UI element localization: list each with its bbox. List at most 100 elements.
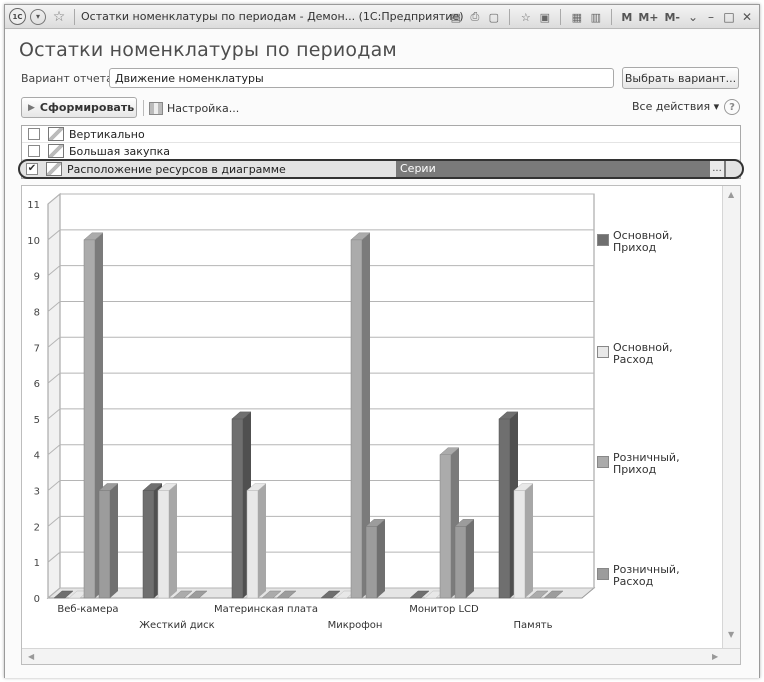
title-bar: 1С ▾ ☆ Остатки номенклатуры по периодам …	[5, 5, 759, 29]
bar-chart: 0 1 2 3 4 5 6 7 8 9 10 11 Веб-камера Жесткий дискМате…	[27, 192, 596, 631]
memory-plus-button[interactable]: M+	[638, 10, 659, 24]
variant-field[interactable]: Движение номенклатуры	[109, 68, 614, 88]
y-tick-label: 10	[27, 236, 40, 247]
settings-icon	[149, 101, 163, 115]
legend-swatch	[597, 234, 609, 246]
chart-bar	[365, 526, 378, 599]
chevron-down-icon[interactable]: ⌄	[687, 10, 699, 24]
x-tick-label: Память	[514, 620, 553, 631]
chart-gridline	[47, 229, 594, 241]
chart-gridline	[47, 408, 594, 420]
window-title: Остатки номенклатуры по периодам - Демон…	[81, 10, 464, 23]
chart-gridline	[47, 265, 594, 277]
report-window: 1С ▾ ☆ Остатки номенклатуры по периодам …	[4, 4, 760, 678]
1c-logo-icon[interactable]: 1С	[9, 8, 26, 25]
back-arrow-icon[interactable]: ▾	[30, 8, 46, 25]
settings-label: Настройка...	[167, 101, 240, 115]
chart-bar-top	[350, 232, 371, 241]
legend-item: Розничный, Расход	[597, 564, 713, 588]
chart-gridline	[47, 372, 594, 384]
chart-bar-top	[261, 590, 282, 599]
legend-item: Розничный, Приход	[597, 452, 713, 476]
x-tick-label: Веб-камера	[57, 604, 118, 615]
chart-bar-top	[439, 447, 460, 455]
calendar-icon[interactable]: ▥	[590, 10, 602, 24]
generate-report-button[interactable]: ▶ Сформировать	[21, 97, 137, 118]
chart-bar	[246, 490, 259, 599]
legend-swatch	[597, 456, 609, 468]
chart-bar-top	[187, 590, 208, 599]
list-item[interactable]: Вертикально	[22, 126, 740, 143]
chart-bar-top	[157, 483, 178, 491]
chart-bar-top	[53, 590, 74, 599]
chart-bar-top	[365, 519, 386, 527]
chart-bar	[157, 490, 170, 599]
play-icon: ▶	[28, 102, 35, 113]
calculator-icon[interactable]: ▦	[571, 10, 583, 24]
y-tick-label: 9	[34, 272, 40, 283]
scroll-up-icon[interactable]: ▲	[728, 190, 735, 199]
settings-button[interactable]: Настройка...	[149, 98, 239, 118]
more-button[interactable]: ...	[710, 161, 724, 177]
list-item[interactable]: Большая закупка	[22, 143, 740, 160]
memory-m-button[interactable]: M	[621, 10, 633, 24]
chart-bar-top	[276, 590, 297, 599]
y-tick-label: 11	[27, 200, 40, 211]
print-icon[interactable]: ⎙	[470, 10, 480, 23]
chart-bar	[350, 239, 363, 599]
bookmark-icon[interactable]: ▣	[539, 10, 551, 24]
chart-bar	[142, 490, 155, 599]
y-tick-label: 2	[34, 522, 40, 533]
chart-bar	[98, 490, 111, 599]
chart-bar	[513, 490, 526, 599]
minimize-icon[interactable]: –	[708, 10, 714, 24]
x-tick-label: Жесткий диск	[139, 620, 214, 631]
scroll-left-icon[interactable]: ◀	[28, 652, 35, 661]
horizontal-scrollbar[interactable]: ◀ ▶	[22, 648, 740, 664]
chart-bar-top	[320, 590, 341, 599]
x-tick-label: Микрофон	[328, 620, 383, 631]
chart-bar-top	[83, 232, 104, 241]
chart-bar-side	[169, 483, 177, 598]
chart-gridline	[47, 515, 594, 527]
checkbox-checked[interactable]: ✔	[26, 163, 38, 175]
legend-label: Розничный, Расход	[613, 563, 680, 588]
memory-minus-button[interactable]: M-	[664, 10, 680, 24]
save-icon[interactable]: ▤	[450, 10, 462, 24]
setting-value-field[interactable]: Серии ...	[396, 161, 726, 177]
checkbox[interactable]	[28, 128, 40, 140]
choose-variant-button[interactable]: Выбрать вариант...	[622, 67, 739, 89]
chart-bar-side	[377, 519, 385, 598]
print-preview-icon[interactable]: ▢	[488, 10, 500, 24]
chart-bar-top	[409, 590, 430, 599]
chart-gridline	[47, 480, 594, 491]
favorites-icon[interactable]: ☆	[520, 10, 531, 24]
legend-label: Основной, Расход	[613, 341, 673, 366]
chart-bar	[498, 418, 511, 599]
chart-bar-top	[454, 519, 475, 527]
list-item-selected[interactable]: ✔ Расположение ресурсов в диаграмме Сери…	[18, 159, 744, 179]
scroll-right-icon[interactable]: ▶	[712, 652, 719, 661]
star-icon[interactable]: ☆	[52, 8, 66, 25]
help-icon[interactable]: ?	[724, 99, 740, 115]
scroll-down-icon[interactable]: ▼	[728, 630, 735, 639]
chart-bar	[454, 526, 467, 599]
chart-gridline	[47, 193, 594, 205]
all-actions-menu[interactable]: Все действия ▾	[632, 100, 720, 113]
report-chart-area: 0 1 2 3 4 5 6 7 8 9 10 11 Веб-камера Жесткий диск Мате…	[21, 185, 741, 665]
chart-bar	[83, 239, 96, 599]
variant-label: Вариант отчета:	[21, 72, 117, 85]
setting-icon	[48, 127, 64, 141]
page-title: Остатки номенклатуры по периодам	[19, 39, 397, 61]
checkbox[interactable]	[28, 145, 40, 157]
chart-bar-top	[98, 483, 119, 491]
close-icon[interactable]: ✕	[741, 10, 753, 24]
chart-bar-side	[110, 483, 118, 598]
vertical-scrollbar[interactable]: ▲ ▼	[722, 186, 740, 648]
generate-report-label: Сформировать	[39, 101, 135, 114]
chart-side-wall	[47, 192, 61, 600]
legend-item: Основной, Расход	[597, 342, 713, 366]
chart-bar-side	[258, 483, 266, 598]
y-tick-label: 0	[34, 594, 40, 605]
maximize-icon[interactable]: □	[723, 10, 735, 24]
